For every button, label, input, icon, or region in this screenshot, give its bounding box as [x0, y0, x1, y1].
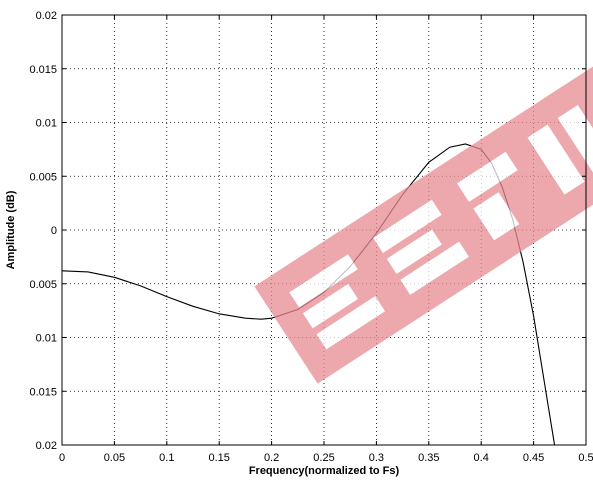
x-tick-label: 0.35: [418, 452, 439, 464]
y-tick-label: 0.01: [36, 118, 57, 130]
y-tick-label: 0.005: [29, 279, 57, 291]
x-tick-label: 0.5: [578, 452, 593, 464]
y-axis-label: Amplitude (dB): [5, 190, 17, 269]
x-tick-label: 0: [59, 452, 65, 464]
x-tick-label: 0.05: [104, 452, 125, 464]
watermark-cutout: [457, 151, 518, 202]
watermark-logo: [254, 57, 593, 384]
x-tick-label: 0.25: [313, 452, 334, 464]
watermark-cutout: [373, 199, 442, 253]
watermark-cutout: [473, 192, 520, 241]
x-axis-label: Frequency(normalized to Fs): [249, 465, 400, 477]
watermark-cutout: [289, 254, 358, 308]
y-tick-label: 0.015: [29, 64, 57, 76]
y-tick-labels: 0.02 0.015 0.01 0.005 0 0.005 0.01 0.015 0.02: [29, 10, 57, 452]
watermark-band: [254, 57, 593, 384]
y-tick-label: 0.005: [29, 171, 57, 183]
x-tick-label: 0.3: [369, 452, 384, 464]
watermark-shape: [254, 57, 593, 384]
x-tick-label: 0.15: [208, 452, 229, 464]
y-tick-label: 0: [51, 225, 57, 237]
x-tick-label: 0.1: [159, 452, 174, 464]
y-tick-label: 0.015: [29, 386, 57, 398]
watermark-cutout: [527, 124, 585, 195]
watermark-cutout: [302, 283, 358, 329]
watermark-cutout: [386, 229, 442, 274]
watermark-cutout: [316, 296, 386, 350]
x-tick-label: 0.2: [264, 452, 279, 464]
tick-marks: [61, 14, 587, 446]
x-tick-label: 0.4: [474, 452, 489, 464]
y-tick-label: 0.01: [36, 333, 57, 345]
y-tick-label: 0.02: [36, 10, 57, 22]
x-tick-label: 0.45: [523, 452, 544, 464]
x-tick-labels: 0 0.05 0.1 0.15 0.2 0.25 0.3 0.35 0.4 0.45 0.5: [59, 452, 593, 464]
y-tick-label: 0.02: [36, 440, 57, 452]
watermark-cutout: [400, 241, 469, 295]
